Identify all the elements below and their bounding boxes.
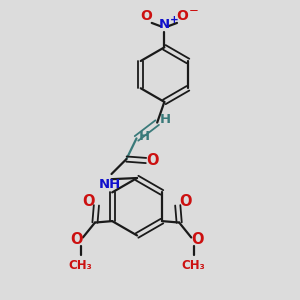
Text: CH₃: CH₃: [182, 259, 206, 272]
Text: H: H: [139, 130, 150, 143]
Text: O: O: [176, 9, 188, 23]
Text: O: O: [82, 194, 94, 208]
Text: NH: NH: [99, 178, 121, 191]
Text: O: O: [70, 232, 83, 247]
Text: H: H: [160, 112, 171, 126]
Text: N: N: [159, 18, 170, 31]
Text: O: O: [141, 9, 152, 23]
Text: −: −: [188, 4, 198, 17]
Text: O: O: [191, 232, 204, 247]
Text: O: O: [146, 153, 158, 168]
Text: O: O: [179, 194, 192, 208]
Text: CH₃: CH₃: [69, 259, 92, 272]
Text: +: +: [170, 15, 179, 25]
